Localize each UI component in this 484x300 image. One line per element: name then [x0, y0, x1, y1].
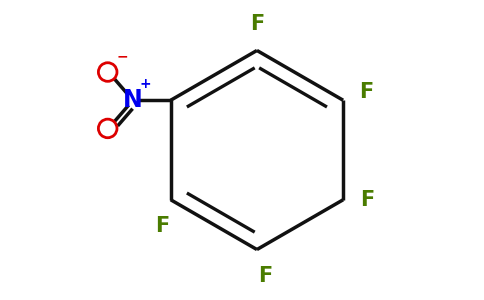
- Text: F: F: [250, 14, 264, 34]
- Text: F: F: [359, 82, 373, 102]
- Text: F: F: [258, 266, 272, 286]
- Text: +: +: [140, 77, 151, 91]
- Text: F: F: [155, 216, 169, 236]
- Text: −: −: [117, 50, 129, 64]
- Text: F: F: [361, 190, 375, 210]
- Text: N: N: [123, 88, 142, 112]
